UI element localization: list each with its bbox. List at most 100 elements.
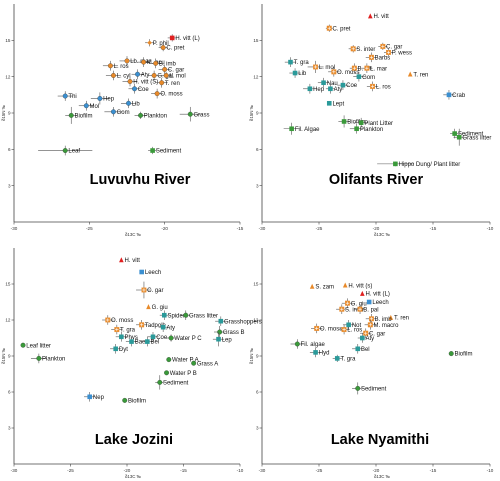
y-axis-label: δ15N ‰	[1, 347, 6, 364]
point-label: Plankton	[42, 357, 65, 363]
point-label: Nau	[327, 81, 338, 87]
marker-square	[341, 119, 347, 124]
point-label: S. inter	[345, 307, 364, 313]
marker-circle	[151, 73, 157, 78]
data-point-crab: Crab	[443, 89, 466, 100]
data-point-c-gar: C. gar	[360, 328, 385, 338]
marker-circle	[135, 71, 140, 77]
point-label: Fil. algae	[301, 342, 326, 348]
marker-circle	[163, 73, 169, 78]
point-label: Leaf litter	[26, 343, 51, 349]
data-point-h-vitt-s: H. vitt (s)	[342, 282, 372, 289]
marker-square	[328, 86, 333, 92]
marker-square	[393, 161, 398, 167]
point-label: P. phil	[153, 41, 169, 47]
data-point-sediment: Sediment	[450, 128, 484, 139]
data-point-water-p-c: Water P C	[166, 334, 202, 342]
data-point-l-cyl: L. cyl	[105, 70, 131, 81]
marker-circle	[183, 312, 189, 318]
point-label: Leaf	[68, 149, 80, 155]
data-point-gom: Gom	[104, 106, 130, 117]
marker-circle	[217, 329, 223, 335]
data-point-t-ren: T. ren	[407, 71, 428, 78]
x-tick-label: -20	[161, 226, 168, 231]
marker-square	[360, 335, 365, 341]
data-point-s-zam: S. zam	[309, 283, 334, 291]
data-point-p-phil: P. phil	[145, 39, 169, 47]
marker-square	[452, 131, 457, 136]
marker-circle	[187, 111, 193, 117]
data-point-aty: Aty	[325, 83, 342, 94]
point-label: C. gar	[147, 288, 163, 294]
data-point-grass-a: Grass A	[191, 360, 218, 367]
point-label: Coe	[346, 83, 358, 89]
data-point-grass-litter: Grass litter	[453, 128, 491, 146]
point-label: Aty	[366, 336, 375, 342]
marker-square	[456, 134, 462, 140]
marker-circle	[107, 63, 113, 69]
data-point-dyt: Dyt	[110, 344, 128, 354]
x-tick-label: -30	[11, 468, 18, 473]
marker-circle	[126, 100, 131, 106]
marker-square	[169, 35, 175, 41]
data-point-h-vitt-l: H. vitt (L)	[167, 34, 200, 42]
x-tick-label: -25	[67, 468, 74, 473]
data-point-h-vitt-s: H. vitt (S)	[122, 76, 158, 87]
marker-circle	[141, 59, 147, 65]
marker-square	[326, 101, 332, 106]
data-point-s-inter: S. inter	[336, 304, 364, 314]
marker-diamond	[147, 40, 152, 46]
point-label: Grass A	[197, 361, 218, 367]
marker-square	[150, 334, 156, 340]
data-point-tadpole: Tadpole	[136, 320, 167, 330]
data-point-coe: Coe	[147, 332, 168, 342]
data-point-biofilm: Biofilm	[65, 106, 92, 124]
marker-square	[307, 86, 313, 92]
point-label: C. gar	[386, 44, 402, 50]
point-label: Lep	[222, 337, 233, 343]
y-tick-label: 15	[253, 38, 259, 43]
y-tick-label: 9	[256, 354, 259, 359]
point-label: L. ros	[376, 84, 391, 90]
point-label: Bae	[135, 340, 146, 346]
x-tick-label: -20	[373, 468, 380, 473]
data-point-coe: Coe	[337, 80, 358, 90]
x-tick-label: -30	[11, 226, 18, 231]
data-point-l-ros: L. ros	[102, 60, 129, 71]
marker-circle	[127, 79, 133, 84]
data-point-aty: Aty	[158, 322, 175, 332]
point-label: L. cyl	[117, 74, 131, 80]
data-point-l-mar: L. mar	[361, 63, 387, 74]
y-tick-label: 15	[5, 282, 11, 287]
y-tick-label: 12	[253, 74, 259, 79]
point-label: H. vitt (L)	[366, 292, 390, 298]
x-tick-label: -25	[316, 468, 323, 473]
panel-olifants-river: -30 -25 -20 -15 -10 3 6 9 12 15 δ13C ‰ δ15N ‰ Olifan…	[249, 4, 494, 237]
point-label: Water P B	[170, 371, 197, 377]
point-label: Lib	[298, 71, 307, 77]
point-label: Grasshoppers	[224, 319, 262, 325]
x-tick-label: -15	[237, 226, 244, 231]
point-label: Lib	[132, 101, 141, 107]
data-point-lep: Lep	[212, 332, 233, 347]
marker-square	[145, 339, 150, 344]
point-label: Aty	[141, 72, 150, 78]
marker-circle	[124, 58, 130, 64]
data-point-gom: Gom	[353, 71, 375, 82]
y-tick-label: 6	[8, 390, 11, 395]
point-label: Grass litter	[189, 313, 218, 319]
marker-square	[358, 120, 364, 125]
marker-square	[218, 318, 224, 324]
data-point-fil-algae: Fil. Algae	[283, 122, 320, 135]
point-label: B. imb	[159, 61, 177, 67]
point-label: M. macro	[374, 323, 400, 329]
data-point-biofilm: Biofilm	[122, 397, 146, 405]
point-label: O. moss	[320, 327, 342, 333]
panel-title: Lake Nyamithi	[331, 432, 429, 448]
data-point-l-ros: L. ros	[366, 81, 391, 92]
point-label: Grass B	[223, 330, 245, 336]
marker-circle	[68, 112, 74, 118]
data-point-grass: Grass	[179, 106, 209, 122]
point-label: L. mol	[169, 74, 185, 80]
